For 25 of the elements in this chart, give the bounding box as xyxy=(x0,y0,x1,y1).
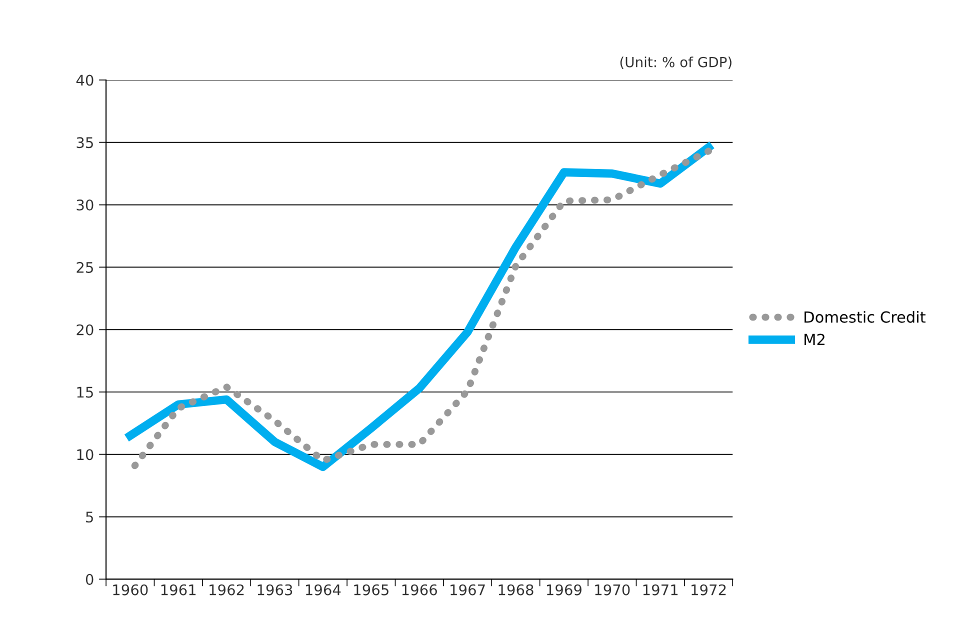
x-tick-label: 1964 xyxy=(306,584,341,596)
x-tick-label: 1971 xyxy=(643,584,678,596)
y-tick-label: 15 xyxy=(77,386,93,398)
text: (Unit: % of GDP) xyxy=(620,56,732,69)
y-tick-label: 20 xyxy=(76,324,94,336)
y-tick-label: 35 xyxy=(76,137,93,148)
y-tick-label: 5 xyxy=(86,512,93,523)
x-tick-label: 1961 xyxy=(161,584,196,596)
y-tick-label: 40 xyxy=(76,74,94,86)
x-tick-label: 1968 xyxy=(498,584,534,596)
x-tick-label: 1969 xyxy=(546,584,582,596)
legend-label: M2 xyxy=(804,334,824,346)
x-tick-label: 1960 xyxy=(113,584,148,596)
y-tick-label: 0 xyxy=(86,574,94,585)
x-tick-label: 1967 xyxy=(450,584,485,596)
legend-label: Domestic Credit xyxy=(804,310,926,323)
x-tick-label: 1963 xyxy=(258,584,292,596)
x-tick-label: 1966 xyxy=(402,584,437,596)
y-tick-label: 30 xyxy=(76,200,94,211)
y-tick-label: 10 xyxy=(77,449,94,460)
x-tick-label: 1965 xyxy=(354,584,388,596)
x-tick-label: 1972 xyxy=(692,584,726,596)
x-tick-label: 1962 xyxy=(210,584,244,596)
y-tick-label: 25 xyxy=(76,262,93,273)
x-tick-label: 1970 xyxy=(595,584,630,596)
